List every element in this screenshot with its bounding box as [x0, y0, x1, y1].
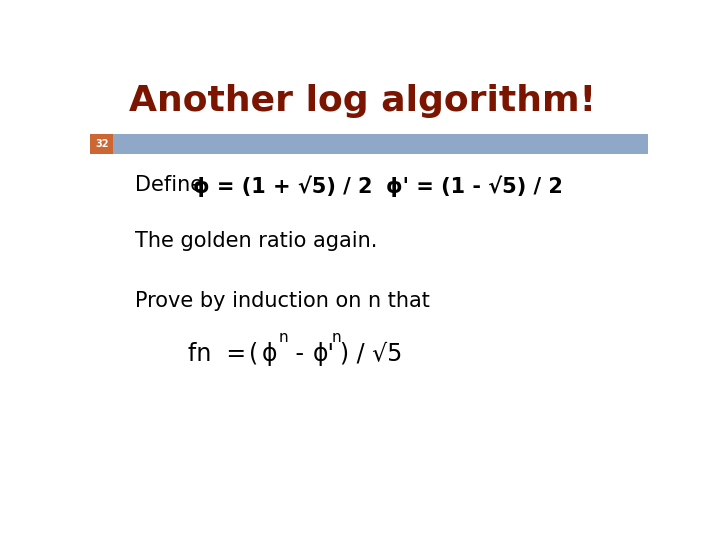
Text: -: - [288, 342, 312, 366]
Text: ϕ' = (1 - √5) / 2: ϕ' = (1 - √5) / 2 [386, 175, 562, 197]
Bar [90, 134, 648, 154]
Text: ϕ: ϕ [262, 342, 277, 366]
Text: Another log algorithm!: Another log algorithm! [129, 84, 596, 118]
Text: n: n [279, 330, 288, 346]
Bar [90, 134, 114, 154]
Text: Define: Define [135, 175, 203, 195]
Text: (: ( [249, 342, 258, 366]
Text: ) / √5: ) / √5 [340, 342, 402, 366]
Text: The golden ratio again.: The golden ratio again. [135, 231, 377, 251]
Text: ϕ = (1 + √5) / 2: ϕ = (1 + √5) / 2 [193, 175, 373, 197]
Text: 32: 32 [95, 139, 109, 149]
Text: n: n [332, 330, 341, 346]
Text: ϕ': ϕ' [313, 342, 336, 366]
Text: Prove by induction on n that: Prove by induction on n that [135, 292, 430, 312]
Text: fn  =: fn = [188, 342, 246, 366]
